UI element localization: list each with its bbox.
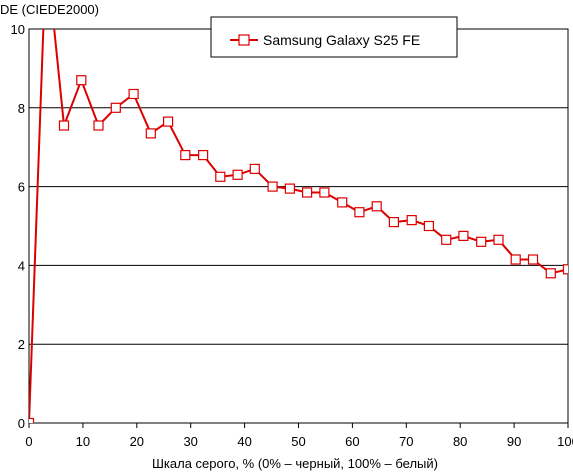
data-point <box>337 197 348 208</box>
y-tick-label: 6 <box>18 180 25 195</box>
data-point <box>458 230 469 241</box>
x-tick-label: 40 <box>237 434 251 449</box>
legend: Samsung Galaxy S25 FE <box>210 16 458 58</box>
legend-label: Samsung Galaxy S25 FE <box>263 32 420 48</box>
plot-border <box>28 28 569 424</box>
series-layer <box>29 29 568 423</box>
x-tick-label: 20 <box>130 434 144 449</box>
legend-box <box>210 16 458 58</box>
x-tick-label: 100 <box>557 434 573 449</box>
data-point <box>232 169 243 180</box>
x-tick-label: 50 <box>291 434 305 449</box>
data-point <box>476 236 487 247</box>
data-point <box>128 88 139 100</box>
x-tick-label: 30 <box>183 434 197 449</box>
data-point <box>423 220 434 232</box>
data-point <box>110 102 121 113</box>
data-point <box>163 116 174 127</box>
data-point <box>76 75 87 86</box>
data-point <box>58 120 70 131</box>
data-point <box>180 150 191 161</box>
x-tick-label: 60 <box>345 434 359 449</box>
data-point <box>145 128 156 139</box>
data-point <box>441 234 452 245</box>
series-line <box>29 29 568 423</box>
data-point <box>93 120 104 131</box>
data-point <box>198 150 209 161</box>
data-point <box>388 217 399 228</box>
plot-frame <box>28 28 569 424</box>
x-axis-title: Шкала серого, % (0% – черный, 100% – бел… <box>152 456 438 471</box>
y-tick-label: 0 <box>18 416 25 431</box>
y-tick-label: 4 <box>18 258 25 273</box>
data-point <box>354 207 365 218</box>
axis-ticks: 02468100102030405060708090100 <box>11 22 573 449</box>
data-point <box>510 254 521 265</box>
y-tick-label: 2 <box>18 337 25 352</box>
data-point <box>29 417 35 423</box>
data-point <box>284 183 295 194</box>
y-tick-label: 8 <box>18 101 25 116</box>
gridlines <box>29 28 568 424</box>
y-tick-label: 10 <box>11 22 25 37</box>
x-tick-label: 70 <box>399 434 413 449</box>
data-point <box>562 264 568 275</box>
data-point <box>249 163 260 174</box>
x-tick-label: 90 <box>507 434 521 449</box>
y-axis-title: DE (CIEDE2000) <box>0 2 99 17</box>
data-point <box>493 234 504 245</box>
data-point <box>267 181 278 192</box>
x-tick-label: 0 <box>25 434 32 449</box>
data-point <box>527 254 539 265</box>
x-tick-label: 80 <box>453 434 467 449</box>
data-point <box>319 187 330 198</box>
data-point <box>545 268 556 279</box>
data-point <box>406 215 417 226</box>
x-tick-label: 10 <box>76 434 90 449</box>
data-point <box>302 187 313 198</box>
data-point <box>215 171 226 182</box>
legend-marker <box>238 34 250 46</box>
data-point <box>371 201 382 212</box>
